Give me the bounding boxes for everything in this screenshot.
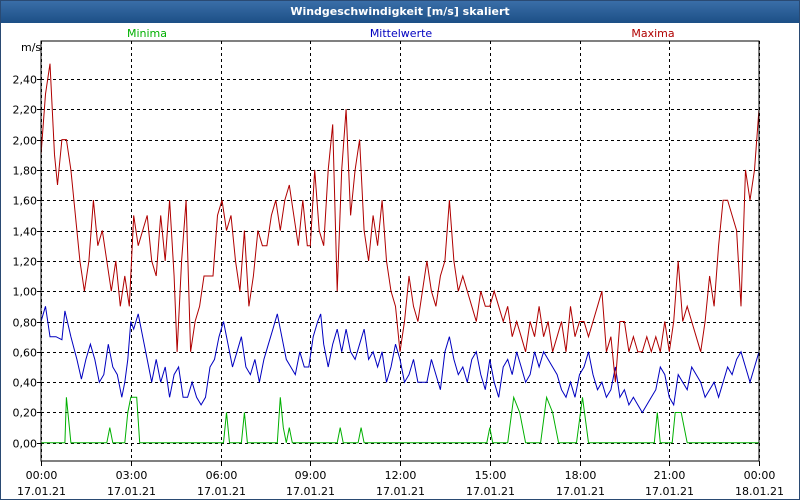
y-tick-label: 2,00 <box>13 135 38 148</box>
chart-title: Windgeschwindigkeit [m/s] skaliert <box>1 1 799 23</box>
y-tick-label: 0,20 <box>13 407 38 420</box>
legend-maxima: Maxima <box>631 27 674 40</box>
y-tick-label: 2,20 <box>13 104 38 117</box>
y-tick-label: 1,40 <box>13 226 38 239</box>
x-tick-time: 18:00 <box>565 469 597 482</box>
x-tick-date: 17.01.21 <box>17 485 66 498</box>
series-minima-line <box>41 395 759 444</box>
grid <box>41 41 760 461</box>
x-tick-time: 09:00 <box>295 469 327 482</box>
series-mittelwerte-line <box>40 306 760 414</box>
x-tick-time: 15:00 <box>475 469 507 482</box>
x-tick-time: 00:00 <box>744 469 776 482</box>
y-tick-label: 1,80 <box>13 165 38 178</box>
x-tick-date: 17.01.21 <box>107 485 156 498</box>
legend-minima: Minima <box>127 27 167 40</box>
x-tick-date: 18.01.21 <box>735 485 784 498</box>
series-maxima-line <box>40 63 760 383</box>
y-tick-label: 0,40 <box>13 377 38 390</box>
y-axis-unit: m/s <box>21 41 41 54</box>
axes: 0,00 0,20 0,40 0,60 0,80 1,00 1,20 1,40 1,60 1,80… <box>13 40 784 498</box>
x-tick-date: 17.01.21 <box>197 485 246 498</box>
x-tick-time: 12:00 <box>385 469 417 482</box>
x-tick-time: 21:00 <box>654 469 686 482</box>
y-tick-label: 0,00 <box>13 438 38 451</box>
x-tick-date: 17.01.21 <box>556 485 605 498</box>
y-tick-label: 1,20 <box>13 256 38 269</box>
x-tick-time: 06:00 <box>206 469 238 482</box>
y-tick-label: 0,80 <box>13 317 38 330</box>
y-tick-label: 0,60 <box>13 347 38 360</box>
y-tick-label: 1,60 <box>13 195 38 208</box>
x-tick-time: 00:00 <box>26 469 58 482</box>
x-tick-date: 17.01.21 <box>645 485 694 498</box>
legend-mittelwerte: Mittelwerte <box>370 27 433 40</box>
y-tick-label: 1,00 <box>13 286 38 299</box>
chart-canvas: 0,00 0,20 0,40 0,60 0,80 1,00 1,20 1,40 1,60 1,80… <box>13 27 784 498</box>
x-tick-date: 17.01.21 <box>466 485 515 498</box>
x-tick-date: 17.01.21 <box>376 485 425 498</box>
x-tick-time: 03:00 <box>116 469 148 482</box>
y-tick-label: 2,40 <box>13 74 38 87</box>
series-group <box>40 63 760 444</box>
x-tick-date: 17.01.21 <box>286 485 335 498</box>
